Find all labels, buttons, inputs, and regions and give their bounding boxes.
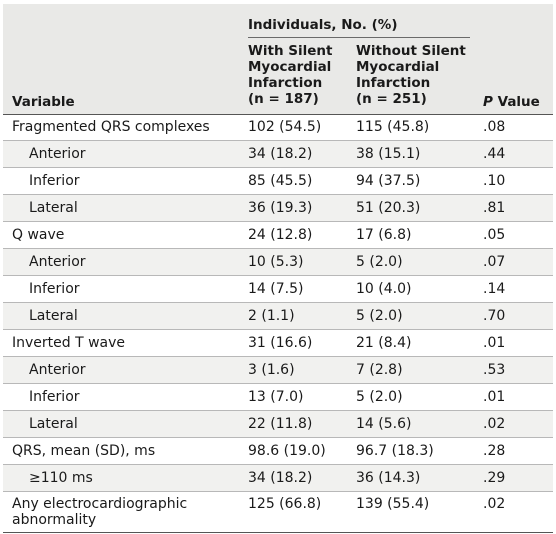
row-without-silent-mi: 17 (6.8): [356, 227, 412, 243]
table-row: Lateral 22 (11.8) 14 (5.6) .02: [3, 411, 553, 438]
row-variable: Inverted T wave: [12, 335, 126, 351]
row-p-value: .01: [483, 335, 506, 351]
table-row: Q wave 24 (12.8) 17 (6.8) .05: [3, 222, 553, 249]
row-with-silent-mi: 2 (1.1): [248, 308, 295, 324]
row-without-silent-mi: 94 (37.5): [356, 173, 421, 189]
row-p-value: .02: [483, 496, 506, 512]
row-with-silent-mi: 102 (54.5): [248, 119, 322, 135]
column-header-without-silent-mi: Without Silent Myocardial Infarction (n …: [356, 43, 466, 107]
row-with-silent-mi: 85 (45.5): [248, 173, 313, 189]
row-without-silent-mi: 5 (2.0): [356, 389, 403, 405]
row-variable: Any electrocardiographic abnormality: [12, 496, 188, 528]
table-row: ≥110 ms 34 (18.2) 36 (14.3) .29: [3, 465, 553, 492]
row-variable: Q wave: [12, 227, 65, 243]
row-variable: ≥110 ms: [29, 470, 93, 486]
table-row: Inferior 85 (45.5) 94 (37.5) .10: [3, 168, 553, 195]
row-p-value: .29: [483, 470, 506, 486]
row-p-value: .14: [483, 281, 506, 297]
table-row: Lateral 2 (1.1) 5 (2.0) .70: [3, 303, 553, 330]
row-with-silent-mi: 34 (18.2): [248, 146, 313, 162]
row-with-silent-mi: 125 (66.8): [248, 496, 322, 512]
row-variable: Lateral: [29, 200, 78, 216]
row-p-value: .53: [483, 362, 506, 378]
row-with-silent-mi: 13 (7.0): [248, 389, 304, 405]
table-row: Anterior 34 (18.2) 38 (15.1) .44: [3, 141, 553, 168]
group-header-rule: [248, 37, 470, 38]
row-without-silent-mi: 38 (15.1): [356, 146, 421, 162]
row-without-silent-mi: 139 (55.4): [356, 496, 430, 512]
column-header-variable: Variable: [12, 94, 75, 110]
row-variable: Inferior: [29, 281, 80, 297]
row-p-value: .07: [483, 254, 506, 270]
row-p-value: .10: [483, 173, 506, 189]
row-p-value: .08: [483, 119, 506, 135]
row-variable: Lateral: [29, 416, 78, 432]
row-p-value: .02: [483, 416, 506, 432]
table-row: Inverted T wave 31 (16.6) 21 (8.4) .01: [3, 330, 553, 357]
row-without-silent-mi: 96.7 (18.3): [356, 443, 434, 459]
row-without-silent-mi: 5 (2.0): [356, 308, 403, 324]
row-variable: Fragmented QRS complexes: [12, 119, 210, 135]
row-with-silent-mi: 3 (1.6): [248, 362, 295, 378]
table-row: Anterior 10 (5.3) 5 (2.0) .07: [3, 249, 553, 276]
row-with-silent-mi: 22 (11.8): [248, 416, 313, 432]
row-p-value: .01: [483, 389, 506, 405]
table-header: Individuals, No. (%) With Silent Myocard…: [3, 4, 553, 115]
row-p-value: .05: [483, 227, 506, 243]
row-without-silent-mi: 115 (45.8): [356, 119, 430, 135]
row-with-silent-mi: 10 (5.3): [248, 254, 304, 270]
row-variable: Anterior: [29, 146, 86, 162]
table-row: Fragmented QRS complexes 102 (54.5) 115 (4…: [3, 114, 553, 141]
row-with-silent-mi: 34 (18.2): [248, 470, 313, 486]
row-without-silent-mi: 51 (20.3): [356, 200, 421, 216]
table-row: Lateral 36 (19.3) 51 (20.3) .81: [3, 195, 553, 222]
row-without-silent-mi: 14 (5.6): [356, 416, 412, 432]
row-p-value: .70: [483, 308, 506, 324]
row-variable: Anterior: [29, 362, 86, 378]
row-variable: Inferior: [29, 389, 80, 405]
row-with-silent-mi: 98.6 (19.0): [248, 443, 326, 459]
row-variable: Anterior: [29, 254, 86, 270]
row-without-silent-mi: 36 (14.3): [356, 470, 421, 486]
row-variable: QRS, mean (SD), ms: [12, 443, 156, 459]
row-with-silent-mi: 36 (19.3): [248, 200, 313, 216]
table-row: Any electrocardiographic abnormality 125 …: [3, 492, 553, 533]
row-p-value: .28: [483, 443, 506, 459]
row-without-silent-mi: 10 (4.0): [356, 281, 412, 297]
table-row: Inferior 13 (7.0) 5 (2.0) .01: [3, 384, 553, 411]
row-with-silent-mi: 31 (16.6): [248, 335, 313, 351]
row-without-silent-mi: 5 (2.0): [356, 254, 403, 270]
table-row: Anterior 3 (1.6) 7 (2.8) .53: [3, 357, 553, 384]
row-without-silent-mi: 7 (2.8): [356, 362, 403, 378]
column-header-with-silent-mi: With Silent Myocardial Infarction (n = 1…: [248, 43, 333, 107]
row-variable: Inferior: [29, 173, 80, 189]
row-with-silent-mi: 24 (12.8): [248, 227, 313, 243]
row-without-silent-mi: 21 (8.4): [356, 335, 412, 351]
table-body: Fragmented QRS complexes 102 (54.5) 115 (4…: [3, 114, 553, 533]
row-p-value: .44: [483, 146, 506, 162]
group-header: Individuals, No. (%): [248, 17, 398, 33]
row-variable: Lateral: [29, 308, 78, 324]
row-with-silent-mi: 14 (7.5): [248, 281, 304, 297]
table-row: QRS, mean (SD), ms 98.6 (19.0) 96.7 (18.3)…: [3, 438, 553, 465]
table-row: Inferior 14 (7.5) 10 (4.0) .14: [3, 276, 553, 303]
results-table: Individuals, No. (%) With Silent Myocard…: [3, 4, 553, 533]
row-p-value: .81: [483, 200, 506, 216]
column-header-p-value: P Value: [483, 94, 540, 110]
